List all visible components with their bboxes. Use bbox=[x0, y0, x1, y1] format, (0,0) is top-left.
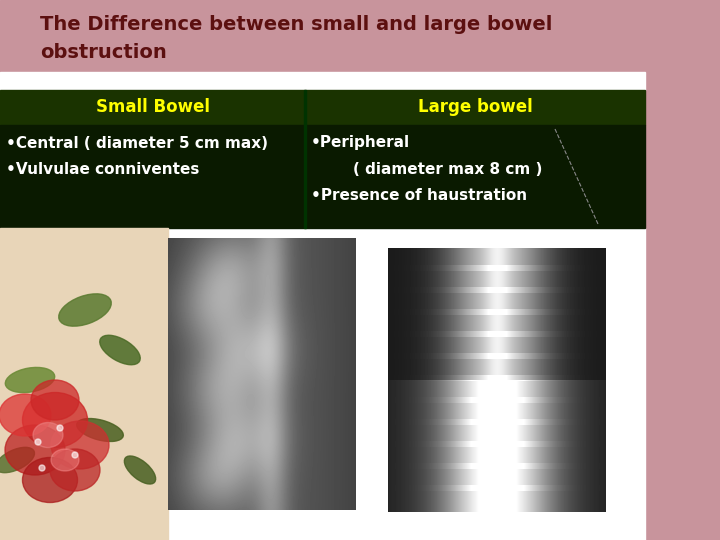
Text: The Difference between small and large bowel: The Difference between small and large b… bbox=[40, 15, 552, 33]
Ellipse shape bbox=[51, 449, 79, 471]
Bar bbox=[0, 228, 168, 540]
Ellipse shape bbox=[59, 294, 112, 326]
Text: •Presence of haustration: •Presence of haustration bbox=[311, 187, 527, 202]
Ellipse shape bbox=[22, 457, 78, 503]
Ellipse shape bbox=[125, 456, 156, 484]
Ellipse shape bbox=[51, 421, 109, 469]
Ellipse shape bbox=[31, 380, 79, 420]
Text: ( diameter max 8 cm ): ( diameter max 8 cm ) bbox=[311, 161, 542, 177]
Text: •Central ( diameter 5 cm max): •Central ( diameter 5 cm max) bbox=[6, 136, 268, 151]
Circle shape bbox=[35, 439, 41, 445]
Circle shape bbox=[39, 465, 45, 471]
Ellipse shape bbox=[0, 447, 35, 472]
Bar bbox=[305, 125, 645, 228]
Ellipse shape bbox=[76, 418, 123, 442]
Bar bbox=[0, 90, 305, 125]
Text: •Peripheral: •Peripheral bbox=[311, 136, 410, 151]
Bar bbox=[0, 228, 645, 540]
Ellipse shape bbox=[33, 422, 63, 448]
Text: Large bowel: Large bowel bbox=[418, 98, 532, 117]
Ellipse shape bbox=[5, 425, 65, 475]
Text: Small Bowel: Small Bowel bbox=[96, 98, 210, 117]
Ellipse shape bbox=[0, 394, 51, 436]
Bar bbox=[0, 0, 645, 72]
Bar bbox=[0, 72, 645, 90]
Bar bbox=[0, 125, 305, 228]
Circle shape bbox=[57, 425, 63, 431]
Ellipse shape bbox=[22, 393, 88, 448]
Bar bbox=[305, 90, 645, 125]
Text: •Vulvulae conniventes: •Vulvulae conniventes bbox=[6, 161, 199, 177]
Ellipse shape bbox=[5, 367, 55, 393]
Ellipse shape bbox=[100, 335, 140, 364]
Bar bbox=[645, 0, 720, 540]
Bar bbox=[304, 90, 306, 228]
Circle shape bbox=[72, 452, 78, 458]
Text: obstruction: obstruction bbox=[40, 43, 167, 62]
Ellipse shape bbox=[50, 449, 100, 491]
